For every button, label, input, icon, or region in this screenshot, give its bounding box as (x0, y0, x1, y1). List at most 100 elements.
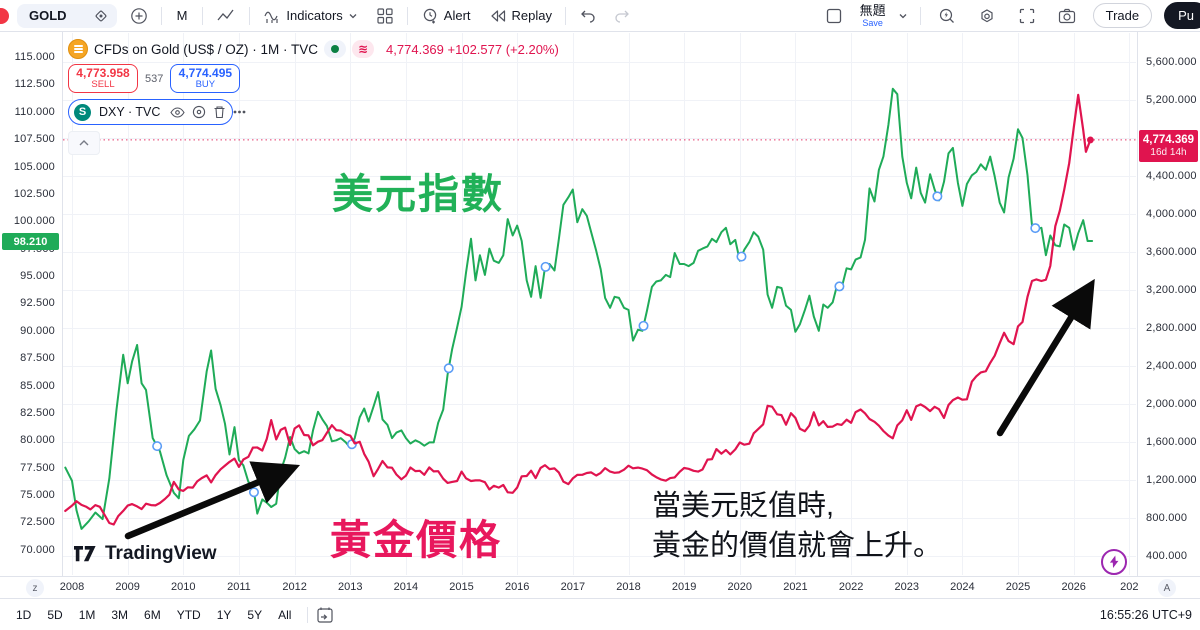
year-tick: 2017 (560, 581, 586, 593)
left-axis-tick: 102.500 (13, 187, 55, 200)
toolbar-separator (919, 6, 921, 25)
quick-search-lightning-icon[interactable] (933, 4, 961, 28)
range-button-6m[interactable]: 6M (144, 607, 161, 622)
left-axis-tick: 80.000 (20, 434, 55, 447)
compare-series-legend-row[interactable]: S DXY · TVC (68, 99, 246, 125)
settings-gear-icon[interactable] (973, 4, 1001, 28)
toolbar-separator (249, 6, 251, 25)
grid-layout-icon[interactable] (371, 4, 399, 28)
left-axis-tick: 100.000 (13, 215, 55, 228)
left-axis-tick: 87.500 (20, 352, 55, 365)
right-axis-tick: 400.000 (1146, 549, 1188, 562)
save-label[interactable]: Save (862, 17, 883, 28)
right-axis-tick: 1,200.000 (1146, 473, 1197, 486)
quote-buttons-row: 4,773.958 SELL 537 4,774.495 BUY (68, 64, 559, 93)
camera-snapshot-icon[interactable] (1053, 5, 1081, 27)
right-axis-tick: 2,000.000 (1146, 397, 1197, 410)
fullscreen-icon[interactable] (1013, 4, 1041, 28)
range-button-5d[interactable]: 5D (47, 607, 63, 622)
indicators-button[interactable]: Indicators (258, 4, 362, 28)
publish-button[interactable]: Pu (1164, 2, 1200, 29)
compare-add-icon[interactable] (125, 4, 153, 28)
year-tick: 2019 (671, 581, 697, 593)
right-axis-tick: 800.000 (1146, 511, 1188, 524)
legend-collapse-button[interactable] (68, 131, 100, 155)
left-axis-tick: 95.000 (20, 270, 55, 282)
market-status-dot-icon[interactable] (324, 40, 347, 58)
right-axis-tick: 4,000.000 (1146, 207, 1197, 220)
chevron-down-icon (348, 11, 358, 21)
left-axis-tick: 110.000 (14, 105, 55, 118)
delete-trash-icon[interactable] (213, 105, 226, 119)
chart-style-icon[interactable] (211, 4, 241, 28)
series-settings-icon[interactable] (192, 105, 206, 119)
series-title[interactable]: CFDs on Gold (US$ / OZ) · 1M · TVC (94, 41, 319, 57)
range-button-1d[interactable]: 1D (16, 607, 32, 622)
year-tick: 2024 (950, 581, 975, 593)
right-axis-tick: 1,600.000 (1146, 435, 1197, 448)
gold-bar-countdown: 16d 14h (1150, 146, 1187, 158)
auto-scale-button[interactable]: A (1158, 579, 1176, 597)
sell-label: SELL (91, 78, 115, 90)
sell-price: 4,773.958 (76, 66, 130, 81)
year-tick: 2010 (171, 581, 196, 593)
trade-button[interactable]: Trade (1092, 3, 1153, 28)
layout-select-icon[interactable] (820, 4, 848, 28)
eye-visibility-icon[interactable] (170, 106, 186, 118)
year-tick: 2011 (227, 581, 251, 593)
range-button-ytd[interactable]: YTD (176, 607, 201, 622)
more-options-icon[interactable] (233, 110, 246, 114)
layout-name: 無題 (859, 2, 886, 18)
data-flag-icon[interactable]: ≋ (352, 40, 375, 58)
price-change: +102.577 (+2.20%) (447, 41, 559, 57)
range-button-3m[interactable]: 3M (111, 607, 129, 622)
right-axis-tick: 2,400.000 (1146, 359, 1197, 372)
replay-icon (489, 9, 507, 23)
gold-price-badge-value: 4,774.369 (1142, 133, 1195, 146)
toolbar-separator (564, 6, 566, 25)
layout-chevron-down-icon[interactable] (898, 11, 908, 21)
note-annotation: 當美元貶值時, 黃金的價值就會上升。 (652, 486, 942, 566)
right-price-axis[interactable]: 5,600.0005,200.0004,800.0004,400.0004,00… (1137, 32, 1200, 576)
range-button-all[interactable]: All (278, 607, 292, 622)
undo-icon[interactable] (574, 6, 601, 26)
gold-coin-icon (68, 39, 88, 59)
year-tick: 2016 (504, 581, 530, 593)
left-axis-tick: 92.500 (20, 297, 55, 310)
range-button-1m[interactable]: 1M (78, 607, 96, 622)
redo-icon[interactable] (609, 6, 636, 26)
legend-panel: CFDs on Gold (US$ / OZ) · 1M · TVC ≋ 4,7… (68, 39, 559, 155)
alert-button[interactable]: Alert (416, 4, 476, 28)
range-button-1y[interactable]: 1Y (216, 607, 232, 622)
layout-name-button[interactable]: 無題 Save (860, 4, 886, 28)
series-price: 4,774.369 +102.577 (+2.20%) (386, 42, 559, 57)
left-price-axis[interactable]: 115.000 112.500 110.000 107.500 105.000 102.5… (0, 32, 63, 576)
left-axis-tick: 85.000 (20, 379, 55, 392)
dxy-annotation-label: 美元指數 (332, 171, 504, 217)
year-tick: 2023 (894, 581, 919, 593)
range-buttons: 1D 5D 1M 3M 6M YTD 1Y 5Y All (8, 604, 299, 626)
year-tick: 202 (1120, 581, 1139, 593)
sell-button[interactable]: 4,773.958 SELL (68, 64, 138, 93)
indicators-icon (263, 7, 281, 25)
year-tick: 2022 (838, 581, 864, 593)
right-axis-tick: 5,600.000 (1146, 55, 1197, 68)
compare-symbol-label: DXY · TVC (99, 105, 161, 119)
symbol-search-button[interactable]: GOLD (17, 3, 117, 28)
interval-button[interactable]: M (176, 8, 188, 23)
replay-button[interactable]: Replay (484, 5, 557, 26)
range-button-5y[interactable]: 5Y (247, 607, 263, 622)
right-axis-tick: 3,600.000 (1146, 245, 1197, 258)
buy-button[interactable]: 4,774.495 BUY (170, 64, 241, 93)
timezone-button[interactable]: z (26, 579, 44, 597)
gold-annotation-label: 黃金價格 (330, 517, 502, 563)
dxy-price-badge: 98.210 (2, 233, 59, 250)
boost-lightning-icon[interactable] (1101, 549, 1127, 575)
year-tick: 2020 (727, 581, 753, 593)
go-to-date-calendar-icon[interactable] (316, 606, 334, 624)
time-axis[interactable]: z A 2008 2009 2010 2011 2012 2013 2014 2015 2016… (0, 576, 1200, 599)
note-line-2: 黃金的價值就會上升。 (652, 530, 943, 563)
tradingview-logo-icon (74, 545, 98, 563)
symbol-detail-diamond-icon[interactable] (93, 8, 109, 24)
session-clock[interactable]: 16:55:26 UTC+9 (1099, 607, 1192, 622)
